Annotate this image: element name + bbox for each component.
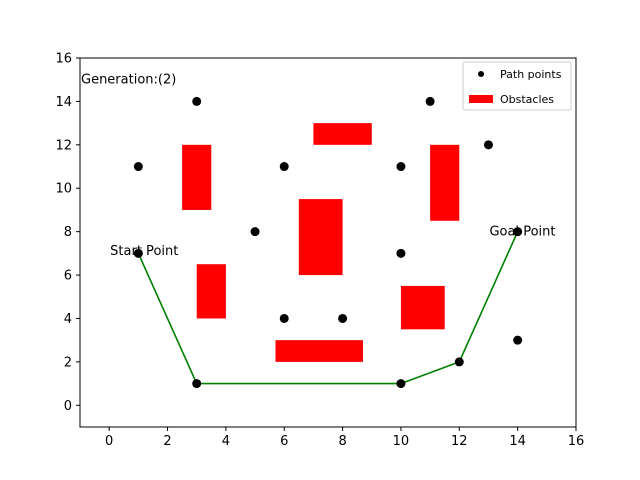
x-tick-label-4: 8	[338, 434, 346, 449]
path-point-13	[396, 379, 406, 389]
y-tick-label-4: 8	[64, 225, 72, 240]
path-points-layer	[133, 96, 523, 389]
y-tick-label-3: 6	[64, 269, 72, 284]
x-tick-label-7: 14	[509, 434, 526, 449]
x-tick-label-0: 0	[105, 434, 113, 449]
path-point-11	[133, 248, 143, 258]
axes-frame	[79, 57, 577, 428]
obstacles-layer	[182, 123, 460, 362]
x-tick-label-8: 16	[568, 434, 585, 449]
path-point-12	[192, 379, 202, 389]
obstacle-4	[196, 264, 226, 319]
x-tick-label-6: 12	[451, 434, 468, 449]
path-point-6	[483, 140, 493, 150]
path-point-15	[513, 227, 523, 237]
y-tick-label-2: 4	[64, 312, 72, 327]
x-tick-label-3: 6	[280, 434, 288, 449]
path-point-0	[133, 162, 143, 172]
path-point-4	[396, 162, 406, 172]
x-tick-label-2: 4	[222, 434, 230, 449]
obstacle-0	[182, 144, 212, 210]
x-tick-label-1: 2	[163, 434, 171, 449]
path-point-5	[425, 96, 435, 106]
y-tick-label-7: 14	[55, 95, 72, 110]
path-point-7	[396, 248, 406, 258]
legend: Path points Obstacles	[462, 61, 572, 111]
legend-patch-1	[469, 95, 493, 103]
annotation-1: Start Point	[110, 244, 178, 259]
axes: 0 2 4 6 8 10 12 14 16 0 2 4 6 8 10 12 14 16	[55, 52, 584, 450]
obstacle-6	[275, 340, 364, 362]
annotations-layer: Generation:(2) Start Point Goal Point	[81, 73, 555, 259]
annotation-0: Generation:(2)	[81, 73, 176, 88]
obstacle-1	[313, 123, 372, 145]
annotation-2: Goal Point	[489, 225, 555, 240]
path-point-2	[279, 162, 289, 172]
obstacle-2	[298, 199, 343, 276]
y-tick-label-5: 10	[55, 182, 72, 197]
path-point-3	[250, 227, 260, 237]
path-point-1	[192, 96, 202, 106]
y-tick-label-6: 12	[55, 138, 72, 153]
path-point-9	[338, 313, 348, 323]
path-point-8	[279, 313, 289, 323]
y-tick-label-8: 16	[55, 52, 72, 67]
obstacle-3	[430, 144, 460, 221]
legend-label-1: Obstacles	[500, 93, 554, 106]
legend-marker-0	[478, 71, 484, 77]
x-tick-label-5: 10	[393, 434, 410, 449]
path-point-14	[454, 357, 464, 367]
legend-label-0: Path points	[500, 68, 562, 81]
obstacle-5	[400, 285, 445, 330]
path-point-10	[513, 335, 523, 345]
y-tick-label-0: 0	[64, 399, 72, 414]
y-tick-label-1: 2	[64, 355, 72, 370]
